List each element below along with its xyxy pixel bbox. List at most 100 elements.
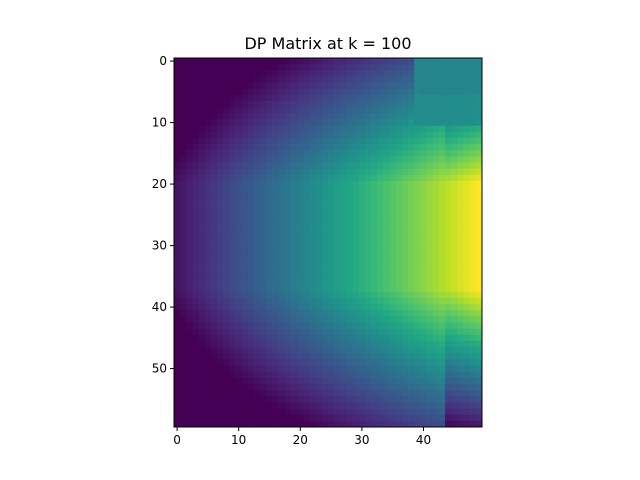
heatmap-cell: [241, 205, 249, 213]
heatmap-cell: [186, 58, 193, 65]
heatmap-cell: [438, 119, 446, 126]
heatmap-cell: [346, 396, 353, 403]
heatmap-cell: [408, 187, 415, 194]
heatmap-cell: [174, 107, 181, 114]
heatmap-cell: [254, 260, 261, 268]
heatmap-cell: [284, 168, 292, 176]
heatmap-cell: [352, 174, 360, 182]
heatmap-cell: [358, 137, 366, 145]
heatmap-cell: [426, 150, 434, 157]
heatmap-cell: [451, 144, 458, 151]
heatmap-cell: [217, 144, 224, 151]
heatmap-cell: [346, 340, 353, 348]
heatmap-cell: [303, 162, 310, 170]
heatmap-cell: [414, 242, 421, 249]
heatmap-cell: [346, 236, 353, 243]
heatmap-cell: [371, 297, 378, 305]
heatmap-cell: [247, 113, 255, 120]
heatmap-cell: [266, 137, 273, 145]
heatmap-cell: [278, 236, 286, 243]
heatmap-cell: [272, 119, 280, 126]
heatmap-cell: [278, 273, 286, 280]
heatmap-cell: [229, 150, 236, 157]
heatmap-cell: [463, 88, 471, 96]
heatmap-cell: [358, 322, 366, 329]
heatmap-cell: [260, 113, 267, 120]
heatmap-cell: [260, 150, 267, 157]
heatmap-cell: [408, 347, 415, 354]
heatmap-cell: [198, 211, 206, 219]
heatmap-cell: [457, 101, 464, 108]
heatmap-cell: [180, 211, 187, 219]
heatmap-cell: [414, 390, 421, 397]
heatmap-cell: [408, 273, 415, 280]
heatmap-cell: [395, 316, 403, 323]
heatmap-cell: [223, 328, 230, 336]
heatmap-cell: [451, 297, 458, 305]
heatmap-cell: [174, 64, 181, 71]
heatmap-cell: [389, 181, 397, 188]
heatmap-cell: [217, 181, 224, 188]
heatmap-cell: [408, 82, 415, 90]
heatmap-cell: [432, 365, 440, 372]
heatmap-cell: [414, 408, 421, 416]
heatmap-cell: [247, 224, 255, 231]
heatmap-cell: [475, 64, 483, 71]
heatmap-cell: [235, 248, 243, 256]
heatmap-cell: [321, 260, 329, 268]
heatmap-cell: [352, 58, 360, 65]
heatmap-cell: [254, 359, 261, 366]
heatmap-cell: [204, 322, 212, 329]
heatmap-cell: [309, 396, 317, 403]
heatmap-cell: [229, 248, 236, 256]
heatmap-cell: [297, 64, 304, 71]
heatmap-cell: [463, 267, 471, 274]
heatmap-cell: [383, 88, 390, 96]
heatmap-cell: [235, 187, 243, 194]
heatmap-cell: [371, 88, 378, 96]
heatmap-cell: [309, 94, 317, 102]
heatmap-cell: [358, 396, 366, 403]
heatmap-cell: [254, 414, 261, 422]
heatmap-cell: [445, 156, 452, 163]
heatmap-cell: [371, 254, 378, 262]
heatmap-cell: [198, 181, 206, 188]
heatmap-cell: [352, 414, 360, 422]
heatmap-cell: [463, 205, 471, 213]
heatmap-cell: [395, 334, 403, 342]
heatmap-cell: [426, 107, 434, 114]
heatmap-cell: [174, 174, 181, 182]
heatmap-cell: [408, 242, 415, 249]
heatmap-cell: [315, 383, 323, 391]
heatmap-cell: [377, 310, 384, 317]
heatmap-cell: [438, 88, 446, 96]
heatmap-cell: [315, 359, 323, 366]
heatmap-cell: [395, 279, 403, 286]
heatmap-cell: [254, 76, 261, 83]
heatmap-cell: [389, 248, 397, 256]
heatmap-cell: [340, 304, 347, 311]
heatmap-cell: [432, 396, 440, 403]
heatmap-cell: [229, 328, 236, 336]
heatmap-cell: [272, 144, 280, 151]
heatmap-cell: [284, 193, 292, 200]
heatmap-cell: [383, 242, 390, 249]
heatmap-cell: [291, 125, 298, 133]
heatmap-cell: [272, 168, 280, 176]
heatmap-cell: [284, 181, 292, 188]
heatmap-cell: [198, 353, 206, 360]
heatmap-cell: [297, 408, 304, 416]
heatmap-cell: [426, 131, 434, 139]
heatmap-cell: [223, 408, 230, 416]
heatmap-cell: [352, 144, 360, 151]
heatmap-cell: [389, 199, 397, 206]
heatmap-cell: [346, 297, 353, 305]
heatmap-cell: [254, 119, 261, 126]
heatmap-cell: [315, 205, 323, 213]
heatmap-cell: [328, 420, 335, 428]
heatmap-cell: [266, 82, 273, 90]
heatmap-cell: [278, 137, 286, 145]
heatmap-cell: [395, 131, 403, 139]
heatmap-cell: [395, 217, 403, 225]
heatmap-cell: [174, 334, 181, 342]
